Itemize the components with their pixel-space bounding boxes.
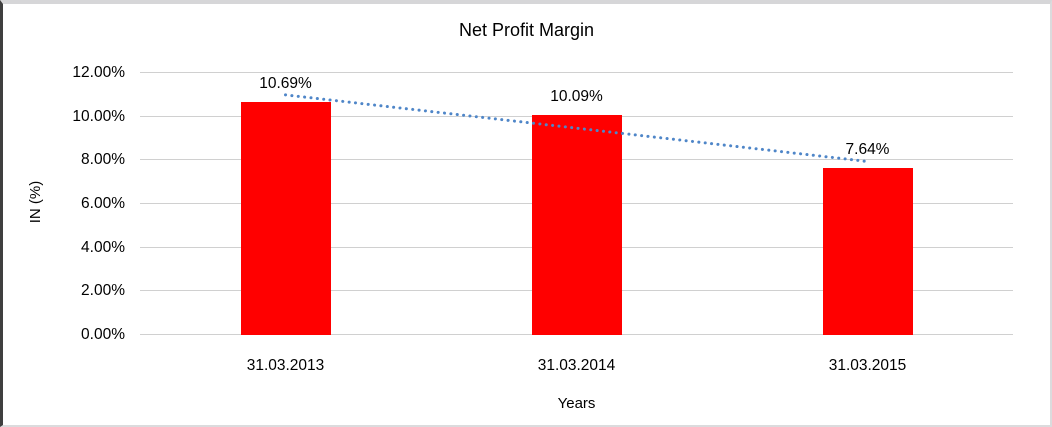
x-axis-title: Years	[557, 395, 596, 412]
bar	[822, 168, 913, 335]
x-category-label: 31.03.2014	[537, 357, 616, 374]
data-label: 7.64%	[845, 141, 890, 159]
y-tick-label: 0.00%	[81, 326, 125, 343]
y-tick-label: 2.00%	[81, 282, 125, 300]
x-category-label: 31.03.2013	[246, 357, 325, 374]
data-label: 10.69%	[259, 74, 312, 92]
x-category-label: 31.03.2015	[828, 357, 907, 374]
gridline	[140, 72, 1013, 73]
y-tick-label: 12.00%	[72, 64, 125, 81]
y-tick-label: 10.00%	[72, 107, 125, 125]
y-tick-label: 6.00%	[81, 195, 125, 212]
y-tick-label: 8.00%	[81, 151, 125, 169]
chart-title: Net Profit Margin	[458, 20, 595, 40]
chart-stage: Net Profit Margin IN (%) Years 0.00% 2.00…	[3, 4, 1050, 425]
bar	[531, 114, 622, 335]
y-tick-label: 4.00%	[81, 238, 125, 256]
data-label: 10.09%	[550, 87, 603, 105]
bar	[240, 101, 331, 335]
